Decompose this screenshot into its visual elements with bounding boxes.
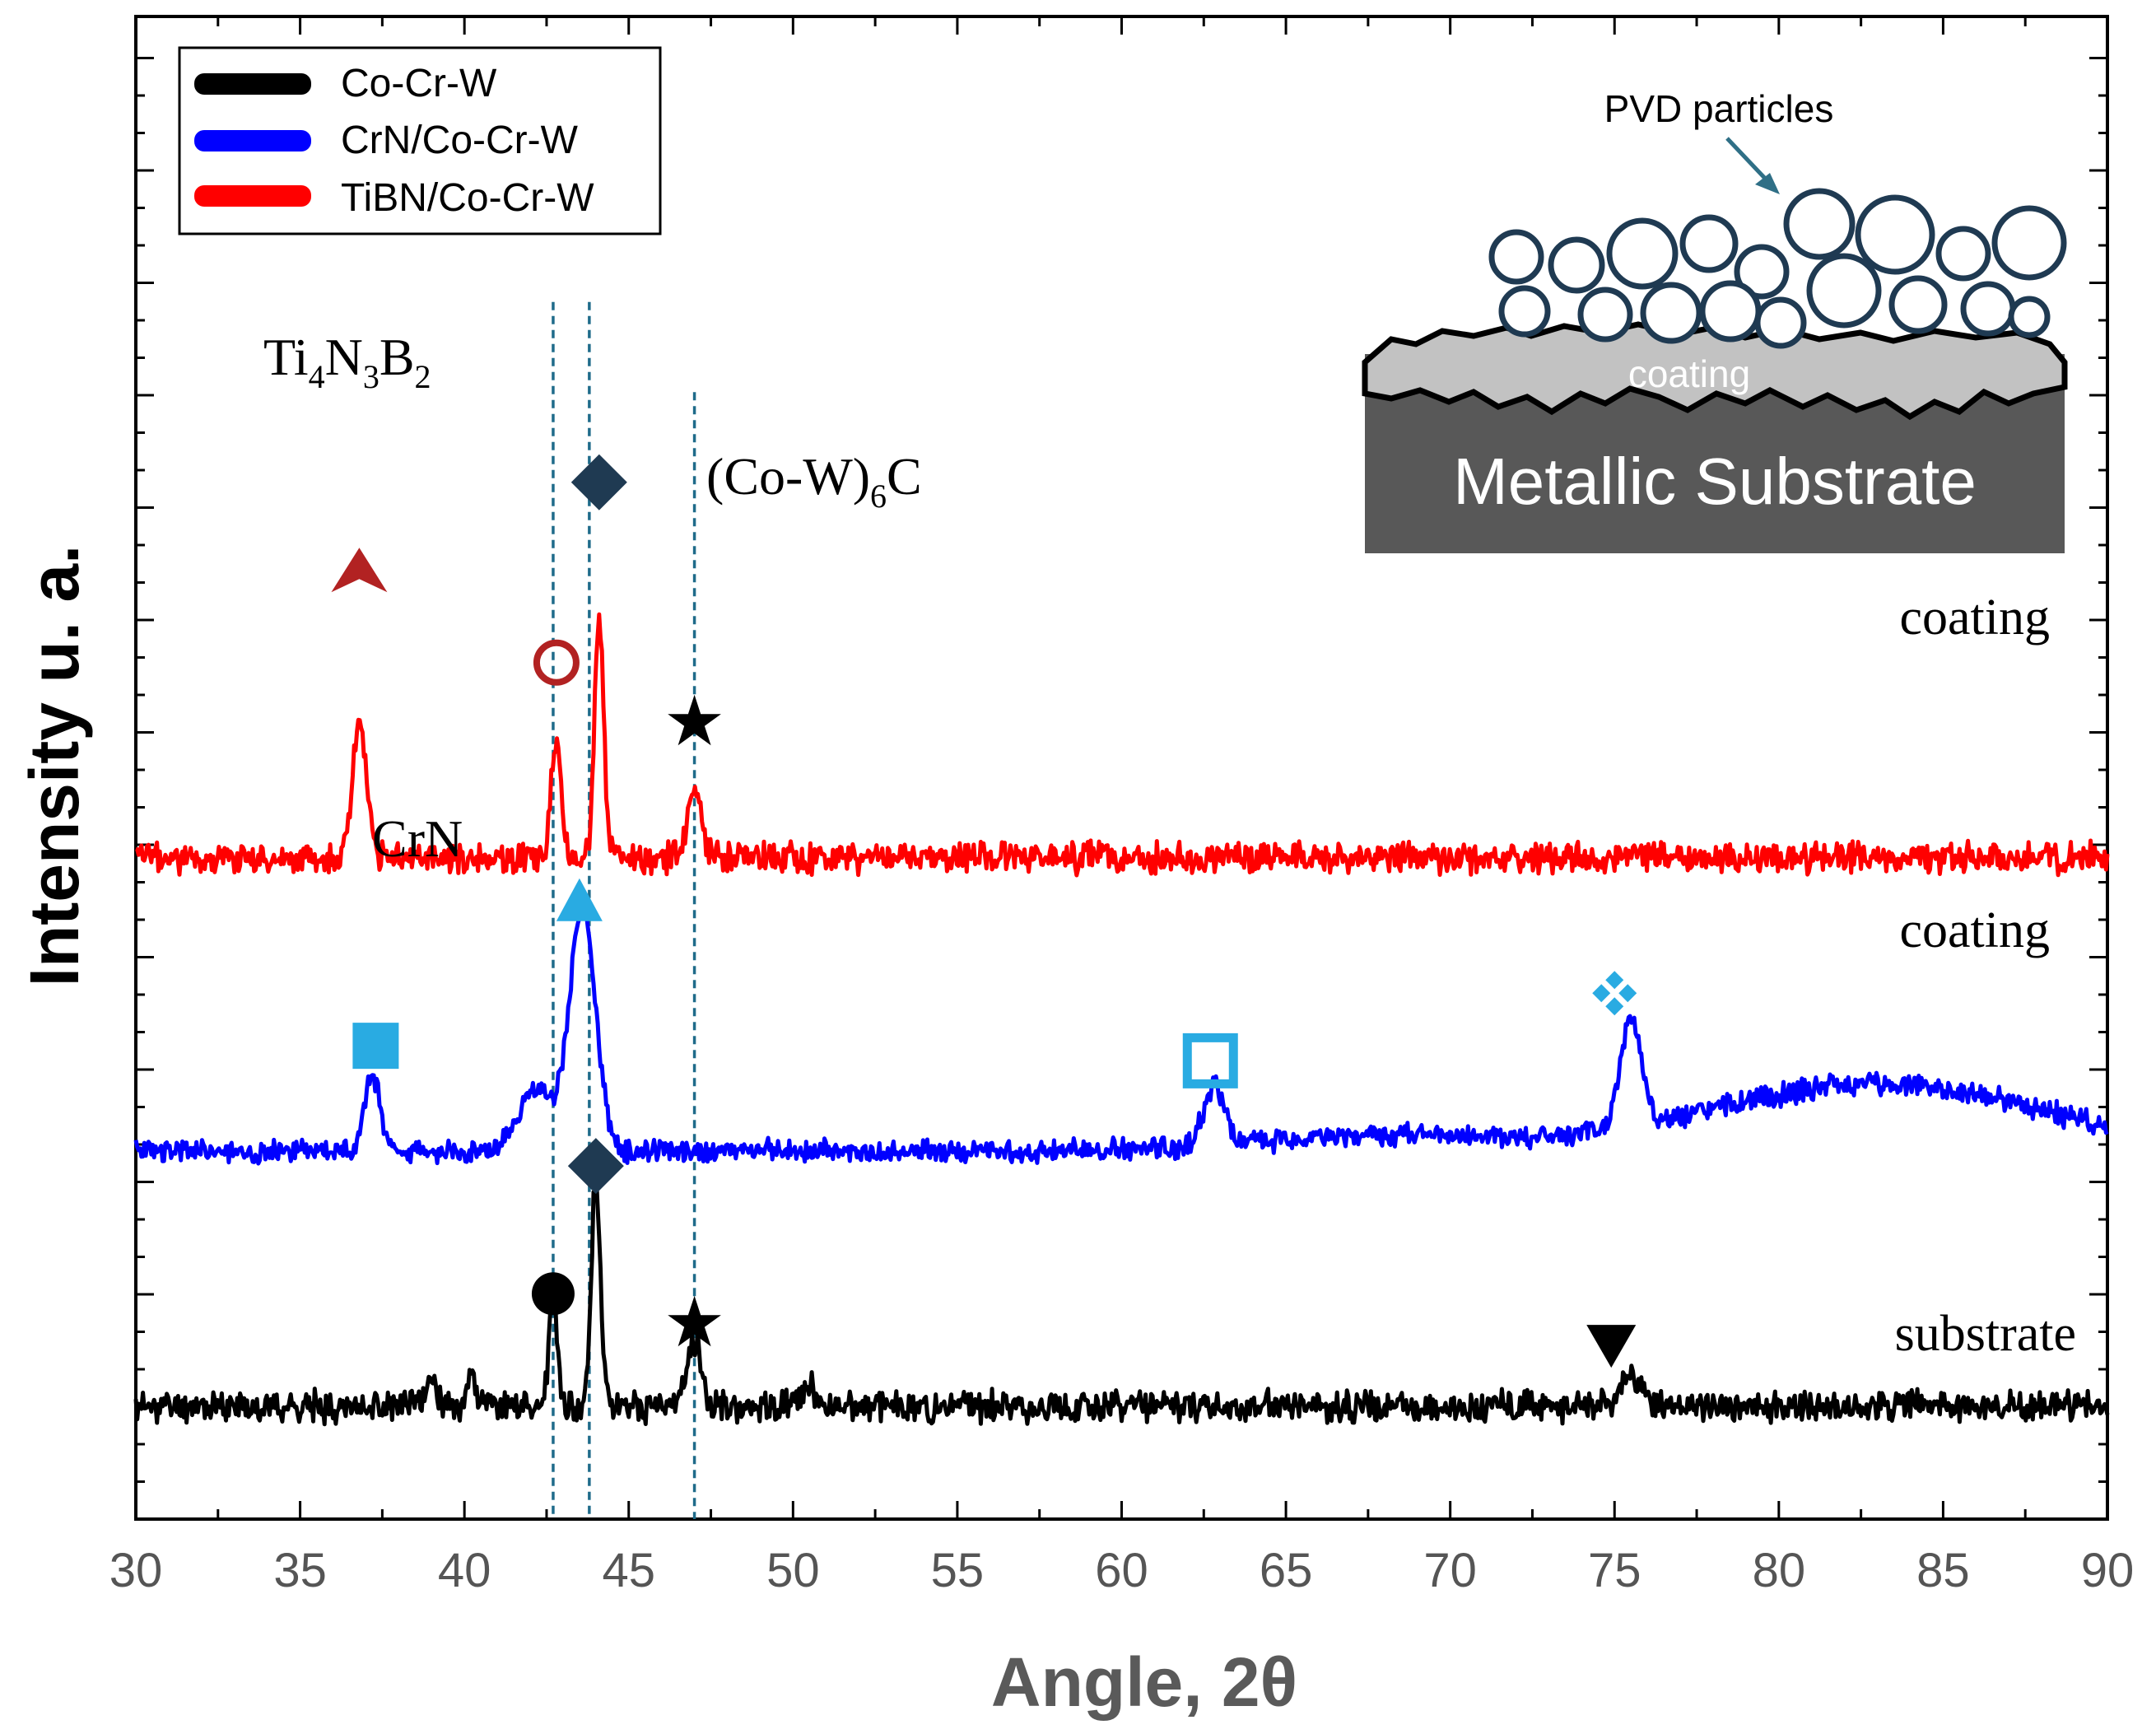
marker-diamond xyxy=(567,1138,624,1195)
marker-square xyxy=(352,1023,399,1070)
x-tick-label: 85 xyxy=(1916,1544,1970,1597)
pvd-particle xyxy=(1991,205,2067,281)
legend-label-co-cr-w: Co-Cr-W xyxy=(341,62,497,105)
legend-swatch-co-cr-w xyxy=(194,73,311,95)
phase-markers xyxy=(331,454,1637,1368)
legend-swatch-tibn xyxy=(194,185,311,207)
pvd-particles-label: PVD particles xyxy=(1604,87,1834,130)
x-tick-label: 45 xyxy=(602,1544,655,1597)
phase-label-co-w-6c: (Co-W)6C xyxy=(706,447,922,515)
x-axis-label: Angle, 2θ xyxy=(991,1643,1297,1721)
marker-chevron-up xyxy=(331,548,388,593)
x-tick-label: 70 xyxy=(1423,1544,1477,1597)
x-tick-label: 80 xyxy=(1753,1544,1806,1597)
pvd-particle xyxy=(1806,253,1882,329)
x-tick-label: 60 xyxy=(1095,1544,1148,1597)
pvd-particle xyxy=(1734,244,1790,300)
marker-sub-diamond xyxy=(1618,984,1637,1003)
pvd-arrow-head xyxy=(1755,173,1780,194)
trace-label-substrate: substrate xyxy=(1895,1306,2076,1362)
x-tick-label: 75 xyxy=(1588,1544,1641,1597)
y-axis-label: Intensity u. a. xyxy=(16,545,93,987)
pvd-particle xyxy=(1548,236,1605,294)
pvd-particle xyxy=(1640,282,1702,344)
inset-coating-label: coating xyxy=(1628,352,1750,395)
marker-diamond xyxy=(570,454,627,510)
marker-sub-diamond xyxy=(1605,997,1624,1016)
pvd-particle xyxy=(1754,296,1807,349)
x-tick-label: 65 xyxy=(1260,1544,1313,1597)
axes: 30 35 40 45 50 55 60 65 70 75 80 85 90 xyxy=(109,15,2135,1597)
marker-star xyxy=(668,694,721,746)
series-lines xyxy=(133,612,2110,1427)
pvd-particle xyxy=(1498,285,1551,338)
pvd-particle xyxy=(1577,287,1633,343)
pvd-particles xyxy=(1488,188,2067,349)
pvd-particle xyxy=(1606,217,1679,290)
pvd-inset: coating Metallic Substrate PVD particles xyxy=(1362,87,2068,553)
x-tick-label: 55 xyxy=(931,1544,985,1597)
trace-label-tibn-coating: coating xyxy=(1900,590,2051,646)
x-tick-label: 90 xyxy=(2081,1544,2135,1597)
x-tick-label: 35 xyxy=(273,1544,327,1597)
marker-square-open xyxy=(1182,1032,1238,1088)
pvd-particle xyxy=(1855,194,1935,275)
legend-swatch-crn xyxy=(194,130,311,151)
legend: Co-Cr-W CrN/Co-Cr-W TiBN/Co-Cr-W xyxy=(178,46,662,235)
pvd-particle xyxy=(1960,281,2016,337)
phase-label-ti4n3b2: Ti4N3B2 xyxy=(263,328,431,395)
x-tick-label: 40 xyxy=(438,1544,491,1597)
phase-label-crn: CrN xyxy=(372,809,463,868)
marker-sub-diamond xyxy=(1592,984,1611,1003)
legend-label-crn: CrN/Co-Cr-W xyxy=(341,119,579,162)
pvd-particle xyxy=(1783,188,1856,260)
series-line-co-cr-w xyxy=(133,1176,2110,1427)
marker-sub-diamond xyxy=(1605,971,1624,990)
inset-substrate-label: Metallic Substrate xyxy=(1453,445,1977,518)
marker-triangle-up xyxy=(556,878,603,921)
pvd-particle xyxy=(2008,296,2051,338)
pvd-particle xyxy=(1699,280,1762,343)
marker-star xyxy=(668,1295,721,1347)
marker-triangle-down xyxy=(1586,1325,1637,1368)
pvd-particle xyxy=(1679,214,1739,273)
pvd-particle xyxy=(1935,226,1991,282)
trace-label-crn-coating: coating xyxy=(1900,902,2051,958)
marker-circle-open xyxy=(533,639,580,686)
pvd-particle xyxy=(1888,275,1948,334)
series-line-tibn-co-cr-w xyxy=(135,612,2110,878)
series-line-crn-co-cr-w xyxy=(133,905,2109,1166)
pvd-particle xyxy=(1488,229,1544,285)
x-tick-label: 30 xyxy=(109,1544,163,1597)
legend-label-tibn: TiBN/Co-Cr-W xyxy=(341,176,594,220)
marker-circle xyxy=(531,1272,575,1316)
x-tick-label: 50 xyxy=(766,1544,820,1597)
marker-four-diamonds xyxy=(1592,971,1637,1016)
